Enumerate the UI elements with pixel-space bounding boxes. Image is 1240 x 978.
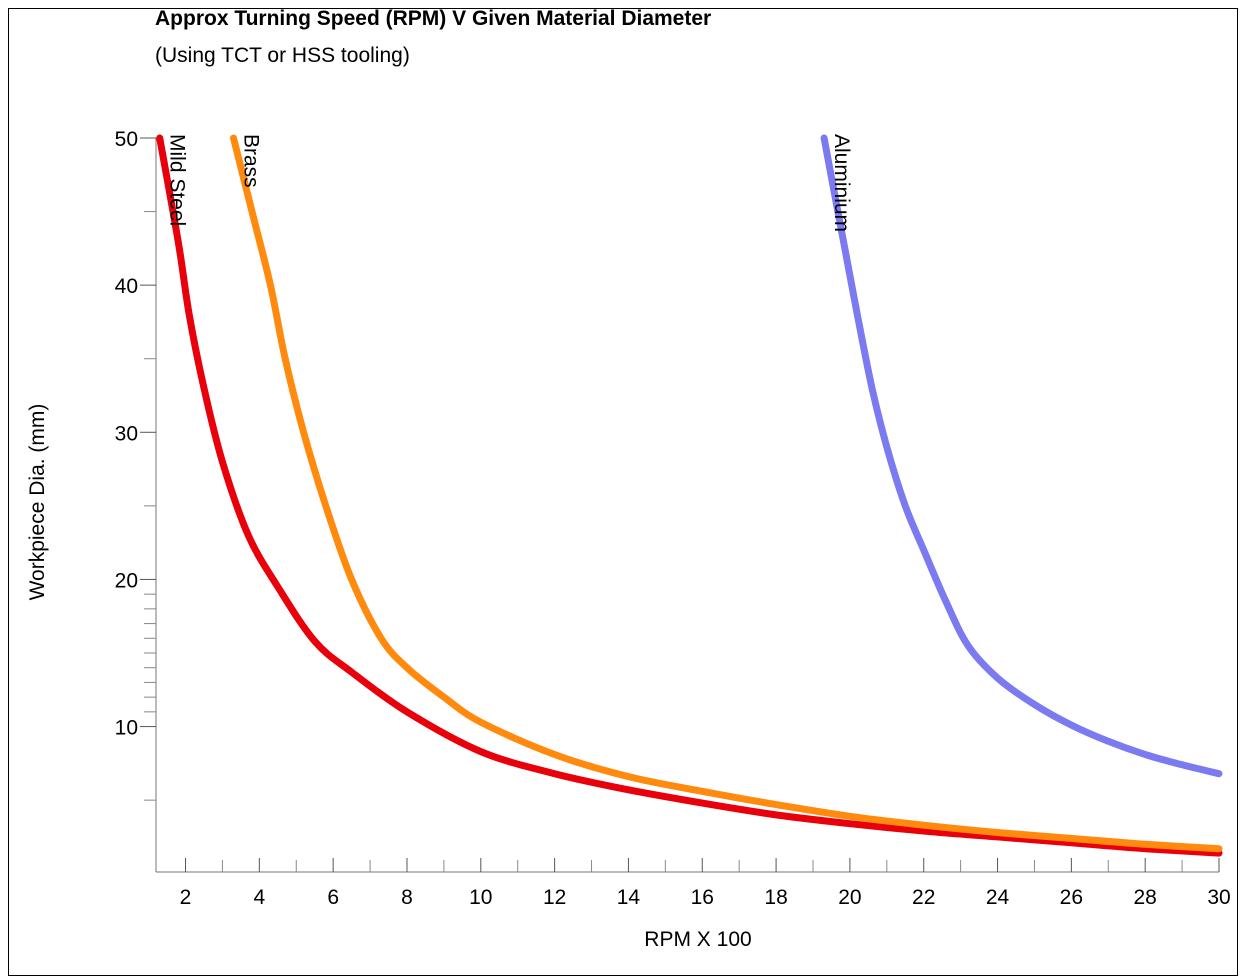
x-tick-label: 14	[617, 886, 641, 909]
y-tick-label: 40	[115, 275, 138, 298]
x-tick-label: 26	[1060, 886, 1083, 909]
y-tick-label: 30	[115, 422, 138, 445]
chart-subtitle: (Using TCT or HSS tooling)	[155, 44, 410, 67]
series-label-aluminium: Aluminium	[830, 134, 853, 232]
series-line-aluminium	[820, 134, 1223, 778]
x-tick-label: 6	[327, 886, 339, 909]
chart-frame	[8, 8, 1238, 976]
x-tick-label: 20	[838, 886, 861, 909]
x-tick-label: 30	[1207, 886, 1230, 909]
series-line-brass	[230, 134, 1223, 853]
x-tick-label: 8	[401, 886, 413, 909]
x-tick-label: 2	[180, 886, 192, 909]
y-ticks: 10 20 30 40 50	[115, 128, 156, 740]
y-axis-title: Workpiece Dia. (mm)	[26, 404, 49, 601]
x-tick-label: 16	[691, 886, 714, 909]
x-tick-label: 28	[1134, 886, 1157, 909]
series-label-brass: Brass	[240, 134, 263, 188]
series-line-mild-steel	[156, 134, 1223, 857]
y-tick-label: 10	[115, 717, 138, 740]
series-label-mild-steel: Mild Steel	[166, 134, 189, 226]
y-tick-label: 20	[115, 569, 138, 592]
y-minor-ticks	[144, 211, 156, 801]
x-ticks: 2 4 6 8 10 12 14 16 18 20 22 24 26 28 30	[180, 858, 1231, 909]
x-tick-label: 10	[469, 886, 492, 909]
x-axis-title: RPM X 100	[644, 928, 751, 951]
x-tick-label: 24	[986, 886, 1010, 909]
chart-title: Approx Turning Speed (RPM) V Given Mater…	[155, 7, 712, 30]
x-tick-label: 4	[254, 886, 266, 909]
series-labels: Mild Steel Brass Aluminium	[166, 134, 853, 232]
x-tick-label: 22	[912, 886, 935, 909]
x-tick-label: 12	[543, 886, 566, 909]
series-lines	[156, 134, 1223, 857]
x-tick-label: 18	[764, 886, 787, 909]
y-tick-label: 50	[115, 128, 138, 151]
x-minor-ticks	[221, 860, 1183, 872]
